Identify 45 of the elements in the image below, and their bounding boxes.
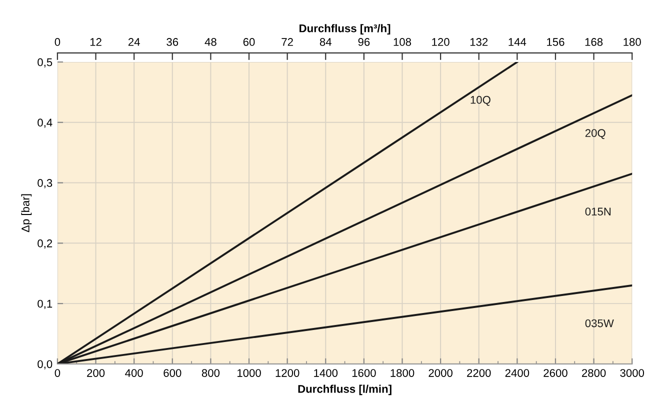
x2-tick-label: 156 <box>547 38 564 46</box>
series-label: 015N <box>585 208 611 216</box>
x2-tick-label: 12 <box>90 38 102 46</box>
y-tick-label: 0,3 <box>38 179 52 188</box>
series-label: 20Q <box>585 129 606 139</box>
x2-tick-label: 84 <box>320 38 332 46</box>
x2-tick-label: 24 <box>128 38 140 46</box>
x2-tick-label: 120 <box>432 38 450 46</box>
y-tick-label: 0,2 <box>38 239 52 249</box>
x-tick-label: 1200 <box>276 369 300 377</box>
x-tick-label: 1800 <box>390 369 414 377</box>
x-tick-label: 400 <box>125 369 143 377</box>
x-axis-title: Durchfluss [l/min] <box>298 384 392 396</box>
x2-tick-label: 144 <box>508 38 526 46</box>
x2-tick-label: 0 <box>54 38 60 46</box>
y-tick-label: 0,1 <box>38 300 52 309</box>
x-tick-label: 800 <box>202 369 220 377</box>
text: 035W <box>585 319 614 328</box>
x-tick-label: 0 <box>54 369 60 377</box>
x2-tick-label: 132 <box>470 38 488 46</box>
x2-tick-label: 180 <box>624 38 641 46</box>
x2-axis-title: Durchfluss [m³/h] <box>300 24 390 34</box>
x-tick-label: 2800 <box>582 369 606 377</box>
y-tick-label: 0,0 <box>38 360 52 370</box>
x-tick-label: 600 <box>164 369 182 377</box>
x2-tick-label: 96 <box>358 38 370 46</box>
x-tick-label: 200 <box>87 369 105 377</box>
x-tick-label: 2000 <box>428 369 452 377</box>
y-axis-title: Δp [bar] <box>21 194 32 232</box>
x-tick-label: 2600 <box>544 369 568 377</box>
x2-tick-label: 60 <box>243 38 255 46</box>
x2-tick-label: 72 <box>282 38 293 46</box>
x-tick-label: 2400 <box>505 369 530 377</box>
y-tick-label: 0,4 <box>38 118 52 128</box>
x2-tick-label: 168 <box>585 38 603 46</box>
x-tick-label: 3000 <box>620 369 644 377</box>
series-label: 10Q <box>470 96 490 106</box>
x-tick-label: 1600 <box>352 369 376 377</box>
x2-tick-label: 36 <box>166 38 178 46</box>
x-tick-label: 1000 <box>238 369 261 377</box>
x-tick-label: 1400 <box>314 369 338 377</box>
x-tick-label: 2200 <box>467 369 491 377</box>
x2-tick-label: 108 <box>394 38 412 46</box>
y-tick-label: 0,5 <box>38 58 52 68</box>
x2-tick-label: 48 <box>204 38 216 46</box>
